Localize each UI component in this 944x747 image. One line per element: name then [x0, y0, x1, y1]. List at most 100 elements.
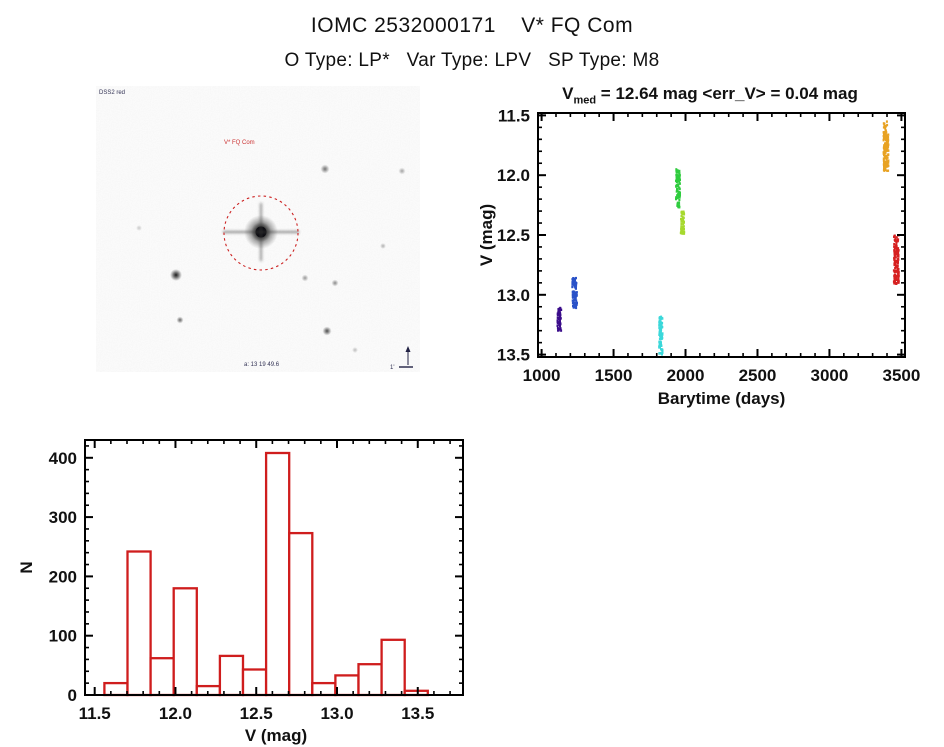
data-point: [886, 148, 889, 152]
y-tick-label: 11.5: [498, 106, 530, 125]
data-point: [894, 237, 897, 240]
data-point: [893, 262, 896, 265]
data-point: [575, 306, 578, 310]
y-axis-label: N: [17, 561, 36, 573]
data-point: [895, 236, 898, 239]
data-point: [885, 157, 888, 161]
data-point: [660, 315, 663, 318]
data-point: [883, 157, 886, 160]
data-point: [884, 137, 887, 141]
data-point: [886, 156, 889, 159]
compass-north-icon: [405, 346, 411, 365]
data-point: [658, 352, 661, 355]
data-point: [677, 177, 680, 181]
data-point: [678, 173, 681, 176]
data-point: [682, 232, 685, 235]
data-point: [680, 227, 683, 230]
data-point: [894, 261, 897, 264]
data-point: [887, 161, 890, 164]
histogram-bar: [126, 550, 152, 697]
x-tick-label: 3500: [882, 366, 920, 385]
data-point: [883, 160, 885, 163]
data-point: [658, 346, 661, 349]
data-point: [658, 331, 661, 335]
data-point: [895, 240, 897, 243]
data-point: [887, 138, 890, 141]
data-point: [677, 174, 680, 177]
data-point: [660, 351, 663, 355]
data-point: [885, 134, 888, 138]
finder-coords-label: a: 13 19 49.6: [244, 362, 280, 368]
data-point: [884, 142, 887, 145]
data-point: [883, 154, 885, 157]
data-cluster: [675, 168, 681, 202]
data-point: [658, 341, 661, 344]
scatter-plot-title: Vmed = 12.64 mag <err_V> = 0.04 mag: [480, 84, 940, 106]
data-point: [571, 299, 574, 302]
data-point: [678, 195, 681, 198]
data-point: [882, 126, 885, 129]
data-point: [556, 326, 559, 330]
data-point: [558, 315, 561, 318]
data-point: [676, 201, 679, 204]
data-point: [677, 184, 680, 187]
data-point: [885, 161, 888, 164]
histogram-bars: [103, 451, 429, 697]
data-point: [676, 194, 679, 197]
histogram-bar: [103, 681, 129, 697]
data-point: [893, 256, 896, 260]
data-point: [884, 167, 887, 170]
data-point: [661, 353, 663, 356]
x-tick-label: 13.5: [401, 704, 434, 723]
data-point: [678, 182, 681, 185]
data-point: [558, 327, 560, 331]
data-point: [659, 334, 662, 337]
data-cluster: [676, 201, 681, 209]
data-point: [659, 329, 661, 332]
data-point: [887, 159, 890, 162]
data-point: [573, 304, 576, 308]
x-tick-label: 12.5: [240, 704, 273, 723]
data-point: [882, 139, 885, 142]
data-point: [883, 164, 885, 168]
data-point: [675, 196, 678, 199]
data-point: [681, 219, 684, 223]
histogram-bar: [264, 451, 291, 697]
data-point: [680, 231, 683, 234]
data-point: [660, 323, 663, 326]
data-point: [682, 216, 685, 219]
data-point: [575, 294, 578, 297]
data-point: [884, 143, 887, 147]
data-point: [895, 276, 898, 280]
data-point: [679, 192, 681, 196]
data-point: [884, 127, 887, 130]
scale-bar-label: 1': [390, 365, 394, 371]
data-point: [680, 214, 683, 217]
data-point: [884, 136, 887, 139]
data-point: [574, 297, 577, 300]
data-point: [558, 310, 561, 313]
y-tick-label: 200: [49, 567, 77, 586]
data-point: [678, 169, 681, 173]
data-point: [658, 333, 661, 336]
data-point: [897, 251, 900, 254]
histogram-bar: [149, 657, 175, 697]
data-point: [894, 259, 897, 262]
histogram-plot: 11.5 12.0 12.5 13.0 13.5 0 100 200 300 400 V (mag)…: [17, 439, 464, 745]
data-point: [575, 292, 578, 295]
scatter-plot: 1000 1500 2000 2500 3000 3500 11.5 12.0 12.5 13.0…: [477, 106, 920, 408]
data-point: [557, 329, 560, 332]
data-point: [556, 324, 559, 327]
data-point: [893, 258, 896, 261]
field-star: [176, 316, 184, 324]
field-star: [301, 274, 309, 282]
data-point: [681, 217, 684, 221]
data-point: [572, 277, 575, 280]
finder-source-label: V* FQ Com: [224, 140, 255, 146]
histogram-bar: [357, 663, 383, 697]
data-point: [897, 247, 900, 250]
data-point: [556, 320, 559, 324]
data-point: [658, 337, 661, 340]
data-point: [683, 220, 685, 224]
